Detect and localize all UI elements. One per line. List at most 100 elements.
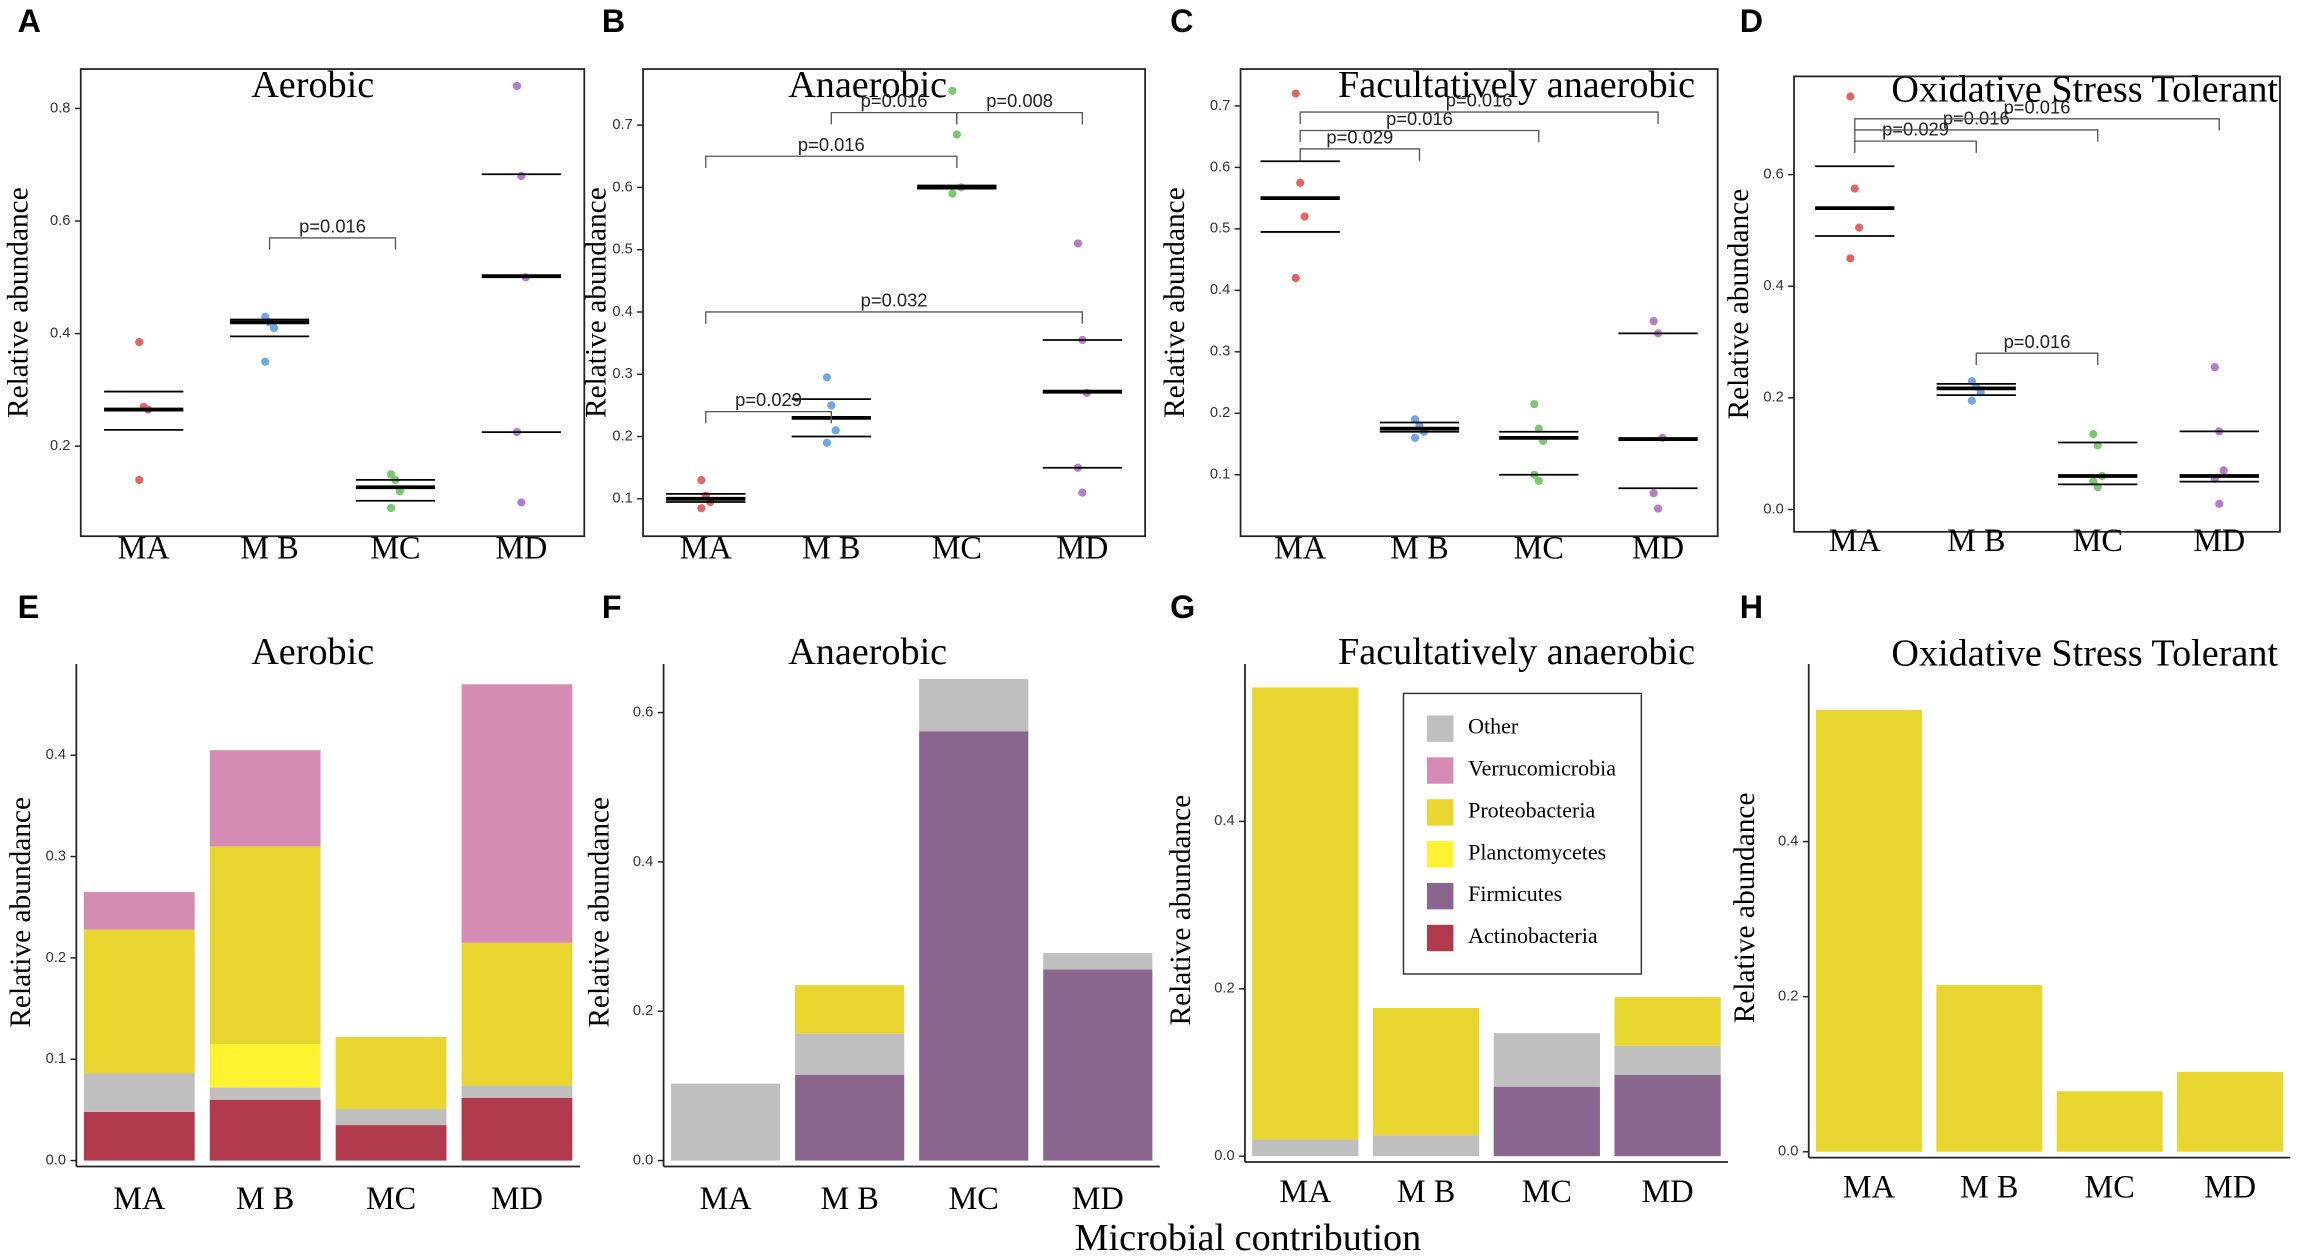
bar-segment: [1043, 969, 1153, 1161]
x-tick-label: MC: [2085, 1168, 2135, 1204]
plot-frame: [79, 68, 586, 538]
y-axis-label: Relative abundance: [1159, 187, 1191, 418]
x-tick-label: MD: [2193, 522, 2245, 558]
y-axis-label: Relative abundance: [2, 187, 34, 418]
bar-segment: [209, 1099, 321, 1161]
bar-segment: [1493, 1086, 1600, 1157]
x-tick-label: M B: [802, 529, 860, 565]
bar-segment: [1372, 1135, 1480, 1157]
data-point: [1078, 488, 1087, 497]
significance-bracket: [1854, 140, 1977, 153]
data-point: [135, 337, 144, 347]
data-point: [2215, 499, 2224, 509]
significance-bracket: [956, 111, 1084, 125]
bar-segment: [1493, 1033, 1600, 1087]
data-point: [1967, 396, 1976, 405]
data-point: [822, 438, 832, 447]
bar-segment: [83, 1073, 195, 1112]
bar-segment: [795, 1074, 905, 1161]
y-tick-label: 0.1: [46, 1051, 66, 1067]
chart-title: Facultatively anaerobic: [1338, 64, 1695, 106]
y-tick-label: 0.2: [46, 950, 66, 966]
y-tick-label: 0.4: [612, 304, 632, 320]
y-tick-label: 0.0: [1763, 501, 1783, 517]
x-tick-label: MC: [932, 529, 982, 565]
data-point: [1649, 489, 1658, 498]
y-tick-label: 0.0: [1778, 1144, 1798, 1160]
panel-letter: C: [1170, 3, 1193, 39]
data-point: [948, 189, 957, 198]
data-point: [386, 470, 396, 479]
chart-title: Aerobic: [251, 64, 374, 106]
significance-bracket: [705, 155, 958, 169]
bar-segment: [1815, 709, 1922, 1152]
p-value-label: p=0.016: [1386, 108, 1453, 129]
y-tick-label: 0.7: [612, 117, 632, 133]
chart-title: Anaerobic: [788, 631, 947, 673]
data-point: [697, 504, 706, 513]
significance-bracket: [705, 311, 1084, 324]
bar-segment: [1614, 1045, 1721, 1075]
y-tick-label: 0.6: [1763, 166, 1783, 182]
data-point: [1530, 399, 1539, 409]
data-point: [1410, 433, 1420, 442]
y-tick-label: 0.6: [633, 704, 653, 720]
significance-bracket: [1299, 129, 1540, 143]
bar-segment: [795, 1033, 905, 1075]
data-point: [1855, 223, 1864, 232]
data-point: [1649, 316, 1658, 326]
y-tick-label: 0.3: [612, 366, 632, 382]
x-tick-label: MC: [949, 1180, 999, 1216]
bar-segment: [461, 1097, 573, 1161]
bar-segment: [1614, 1074, 1721, 1157]
data-point: [1653, 504, 1663, 513]
p-value-label: p=0.016: [861, 90, 928, 111]
plot-frame: [1793, 75, 2281, 533]
x-tick-label: MD: [491, 1180, 543, 1216]
y-tick-label: 0.6: [1210, 159, 1230, 175]
data-point: [1850, 184, 1859, 193]
data-point: [2219, 466, 2228, 475]
legend-swatch: [1427, 882, 1454, 910]
plot-frame: [642, 68, 1147, 538]
x-tick-label: MA: [1279, 1173, 1332, 1209]
bar-segment: [1252, 1139, 1359, 1157]
x-tick-label: MA: [118, 529, 171, 565]
p-value-label: p=0.032: [861, 290, 928, 311]
x-tick-label: M B: [240, 529, 298, 565]
data-point: [2089, 430, 2098, 439]
panel-letter: H: [1740, 589, 1763, 625]
data-point: [1534, 424, 1543, 433]
data-point: [517, 498, 526, 507]
bar-segment: [795, 985, 905, 1034]
panel-letter: A: [18, 3, 41, 39]
p-value-label: p=0.008: [986, 90, 1053, 111]
x-tick-label: MC: [1514, 529, 1564, 565]
x-tick-label: MA: [680, 529, 733, 565]
p-value-label: p=0.016: [2004, 96, 2071, 117]
y-tick-label: 0.3: [1210, 344, 1230, 360]
legend-label: Planctomycetes: [1468, 839, 1606, 864]
significance-bracket: [1854, 129, 2099, 142]
figure-x-label: Microbial contribution: [1075, 1217, 1422, 1259]
data-point: [697, 476, 706, 485]
x-tick-label: MC: [370, 529, 420, 565]
x-tick-label: MD: [1056, 529, 1108, 565]
bar-segment: [1043, 952, 1153, 970]
bar-segment: [335, 1108, 447, 1126]
x-tick-label: M B: [1390, 529, 1448, 565]
y-tick-label: 0.4: [1214, 813, 1234, 829]
bar-segment: [919, 731, 1029, 1161]
bar-segment: [2056, 1091, 2163, 1152]
data-point: [1846, 92, 1855, 101]
y-tick-label: 0.0: [633, 1152, 653, 1168]
bar-segment: [209, 1044, 321, 1088]
x-tick-label: M B: [1397, 1173, 1455, 1209]
data-point: [135, 475, 144, 485]
y-tick-label: 0.4: [633, 854, 653, 870]
chart-title: Oxidative Stress Tolerant: [1891, 68, 2278, 110]
data-point: [948, 86, 957, 95]
x-tick-label: MD: [2204, 1168, 2256, 1204]
y-tick-label: 0.6: [612, 179, 632, 195]
y-tick-label: 0.6: [50, 213, 70, 229]
